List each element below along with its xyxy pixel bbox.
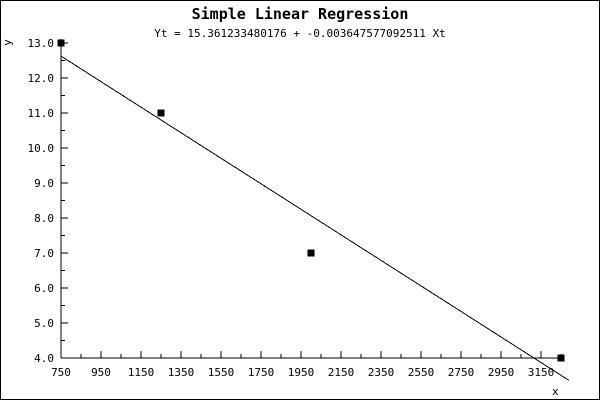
- x-tick-label: 2950: [488, 366, 515, 379]
- x-tick-label: 1550: [208, 366, 235, 379]
- x-tick-label: 1150: [128, 366, 155, 379]
- x-tick-label: 2350: [368, 366, 395, 379]
- chart-subtitle: Yt = 15.361233480176 + -0.00364757709251…: [154, 27, 446, 40]
- x-tick-label: 3150: [528, 366, 555, 379]
- y-tick-label: 11.0: [28, 107, 55, 120]
- y-tick-label: 13.0: [28, 37, 55, 50]
- y-tick-label: 5.0: [34, 317, 54, 330]
- y-tick-label: 7.0: [34, 247, 54, 260]
- x-tick-label: 2550: [408, 366, 435, 379]
- y-tick-label: 9.0: [34, 177, 54, 190]
- data-point-marker: [557, 354, 565, 362]
- y-tick-label: 8.0: [34, 212, 54, 225]
- y-tick-label: 4.0: [34, 352, 54, 365]
- x-tick-label: 1950: [288, 366, 315, 379]
- data-point-marker: [157, 109, 165, 117]
- y-tick-label: 10.0: [28, 142, 55, 155]
- x-tick-label: 1750: [248, 366, 275, 379]
- y-tick-label: 12.0: [28, 72, 55, 85]
- x-tick-label: 1350: [168, 366, 195, 379]
- chart-title: Simple Linear Regression: [191, 5, 409, 23]
- x-axis-label: x: [552, 385, 559, 398]
- x-tick-label: 950: [91, 366, 111, 379]
- data-point-marker: [307, 249, 315, 257]
- x-tick-label: 750: [51, 366, 71, 379]
- y-tick-label: 6.0: [34, 282, 54, 295]
- x-tick-label: 2750: [448, 366, 475, 379]
- data-point-marker: [57, 39, 65, 47]
- regression-line: [60, 55, 570, 381]
- x-tick-label: 2150: [328, 366, 355, 379]
